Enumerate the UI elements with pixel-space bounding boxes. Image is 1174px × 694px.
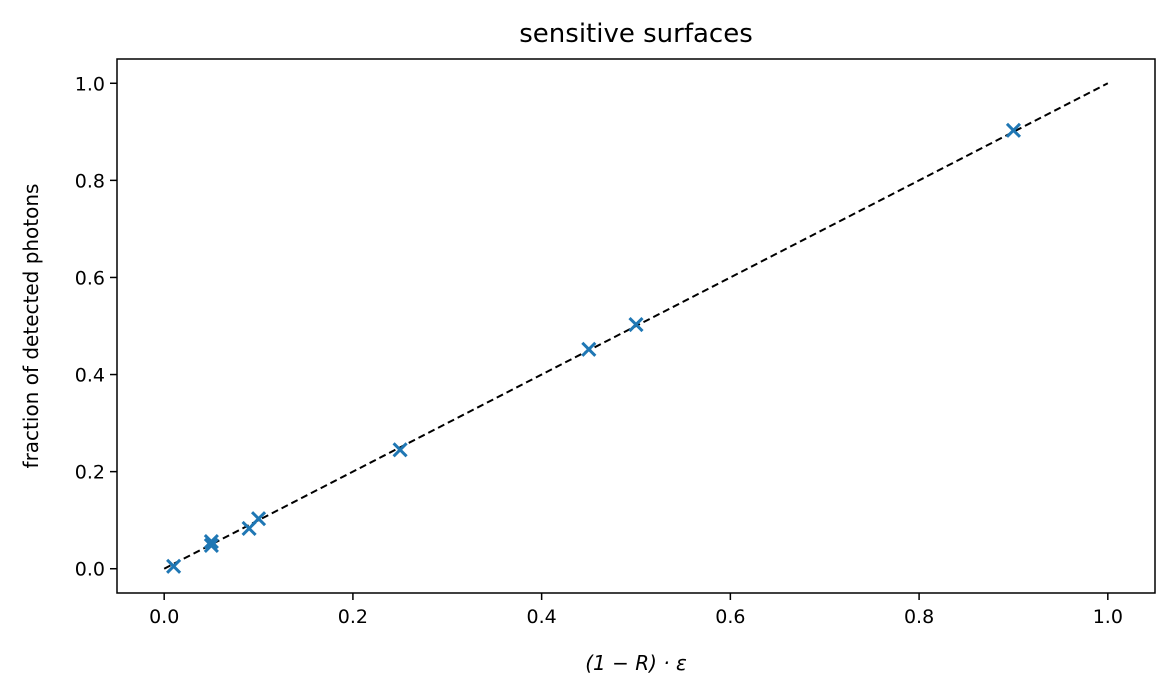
data-point [250, 511, 267, 527]
y-tick-label: 0.8 [75, 170, 105, 192]
data-point [203, 533, 219, 550]
chart-title: sensitive surfaces [519, 19, 753, 49]
y-axis-label: fraction of detected photons [19, 184, 43, 469]
x-tick-label: 0.6 [715, 606, 745, 628]
x-axis-label: (1 − R) · ε [585, 651, 687, 675]
y-tick-label: 0.6 [75, 267, 105, 289]
data-point [581, 341, 597, 357]
y-tick-label: 0.0 [75, 559, 105, 581]
x-tick-label: 0.4 [527, 606, 557, 628]
x-tick-label: 0.2 [338, 606, 368, 628]
plot-frame [116, 58, 1156, 594]
data-point [392, 442, 408, 458]
y-tick-label: 1.0 [75, 73, 105, 95]
data-point [1005, 122, 1022, 138]
x-tick-label: 0.8 [904, 606, 934, 628]
x-tick-label: 1.0 [1093, 606, 1123, 628]
data-point [203, 537, 219, 553]
data-point [628, 316, 644, 333]
x-tick-label: 0.0 [149, 606, 179, 628]
y-tick-label: 0.4 [75, 365, 105, 387]
data-point [166, 558, 182, 574]
y-tick-label: 0.2 [75, 462, 105, 484]
